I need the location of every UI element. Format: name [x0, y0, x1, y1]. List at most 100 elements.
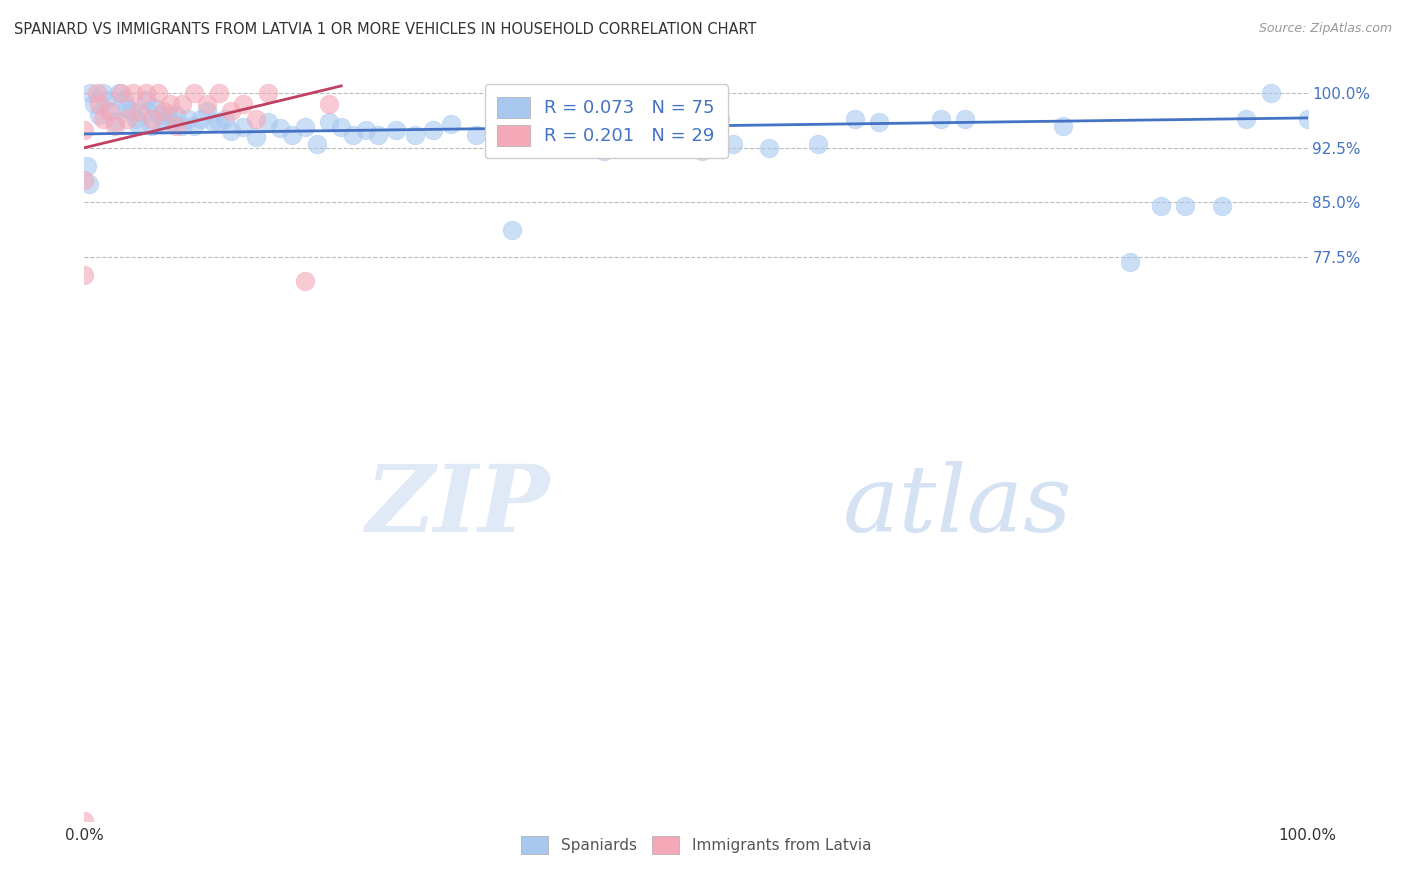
Point: [342, 128, 364, 142]
Point: [183, 86, 205, 100]
Point: [195, 104, 218, 119]
Point: [257, 86, 280, 100]
Point: [294, 274, 316, 288]
Point: [100, 104, 122, 119]
Point: [201, 115, 224, 129]
Point: [125, 112, 148, 126]
Point: [143, 101, 166, 115]
Point: [1052, 119, 1074, 133]
Point: [354, 122, 377, 136]
Point: [385, 122, 408, 136]
Point: [110, 86, 132, 100]
Point: [257, 115, 280, 129]
Point: [115, 101, 138, 115]
Point: [1211, 199, 1233, 213]
Point: [77, 177, 100, 191]
Point: [269, 121, 291, 136]
Point: [107, 86, 129, 100]
Point: [305, 137, 328, 152]
Text: Source: ZipAtlas.com: Source: ZipAtlas.com: [1258, 22, 1392, 36]
Point: [929, 112, 952, 126]
Point: [96, 94, 118, 108]
Point: [97, 104, 120, 119]
Point: [172, 119, 194, 133]
Point: [73, 814, 96, 828]
Point: [245, 129, 267, 144]
Point: [172, 97, 194, 112]
Point: [190, 112, 212, 126]
Point: [183, 119, 205, 133]
Point: [128, 104, 150, 119]
Point: [136, 104, 159, 119]
Point: [1119, 255, 1142, 269]
Point: [440, 117, 463, 131]
Point: [149, 108, 172, 122]
Point: [318, 97, 340, 112]
Point: [232, 97, 254, 112]
Point: [208, 86, 231, 100]
Point: [1150, 199, 1173, 213]
Point: [115, 112, 138, 126]
Point: [156, 108, 179, 122]
Point: [73, 122, 96, 136]
Point: [83, 97, 105, 112]
Point: [1296, 112, 1319, 126]
Point: [153, 115, 176, 129]
Point: [245, 112, 267, 126]
Point: [869, 115, 891, 129]
Point: [318, 115, 340, 129]
Point: [502, 223, 524, 237]
Point: [526, 122, 548, 136]
Point: [1174, 199, 1197, 213]
Point: [104, 115, 127, 129]
Point: [135, 94, 157, 108]
Point: [141, 112, 163, 126]
Point: [605, 122, 627, 136]
Point: [159, 97, 181, 112]
Point: [214, 112, 236, 126]
Point: [568, 137, 591, 152]
Point: [128, 119, 150, 133]
Point: [146, 86, 169, 100]
Point: [153, 104, 176, 119]
Point: [807, 137, 830, 152]
Point: [104, 119, 127, 133]
Point: [177, 112, 200, 126]
Text: atlas: atlas: [842, 461, 1073, 551]
Point: [404, 128, 426, 142]
Point: [709, 112, 731, 126]
Point: [87, 97, 110, 112]
Point: [281, 128, 304, 142]
Text: SPANIARD VS IMMIGRANTS FROM LATVIA 1 OR MORE VEHICLES IN HOUSEHOLD CORRELATION C: SPANIARD VS IMMIGRANTS FROM LATVIA 1 OR …: [14, 22, 756, 37]
Point: [165, 119, 187, 133]
Point: [685, 112, 707, 126]
Point: [141, 119, 163, 133]
Point: [721, 137, 744, 152]
Point: [422, 122, 444, 136]
Point: [91, 86, 114, 100]
Point: [232, 120, 254, 135]
Point: [112, 94, 135, 108]
Point: [162, 115, 184, 129]
Point: [219, 104, 242, 119]
Point: [87, 108, 110, 122]
Point: [208, 115, 231, 129]
Point: [86, 86, 108, 100]
Point: [330, 120, 353, 135]
Point: [91, 112, 114, 126]
Point: [367, 128, 389, 142]
Point: [1236, 112, 1258, 126]
Point: [165, 108, 187, 122]
Point: [593, 145, 616, 159]
Point: [690, 145, 713, 159]
Point: [120, 104, 142, 119]
Point: [758, 141, 780, 155]
Point: [844, 112, 866, 126]
Text: ZIP: ZIP: [366, 461, 550, 551]
Point: [73, 268, 96, 282]
Point: [1260, 86, 1282, 100]
Legend: Spaniards, Immigrants from Latvia: Spaniards, Immigrants from Latvia: [513, 829, 879, 862]
Point: [294, 120, 316, 135]
Point: [135, 86, 157, 100]
Point: [122, 86, 145, 100]
